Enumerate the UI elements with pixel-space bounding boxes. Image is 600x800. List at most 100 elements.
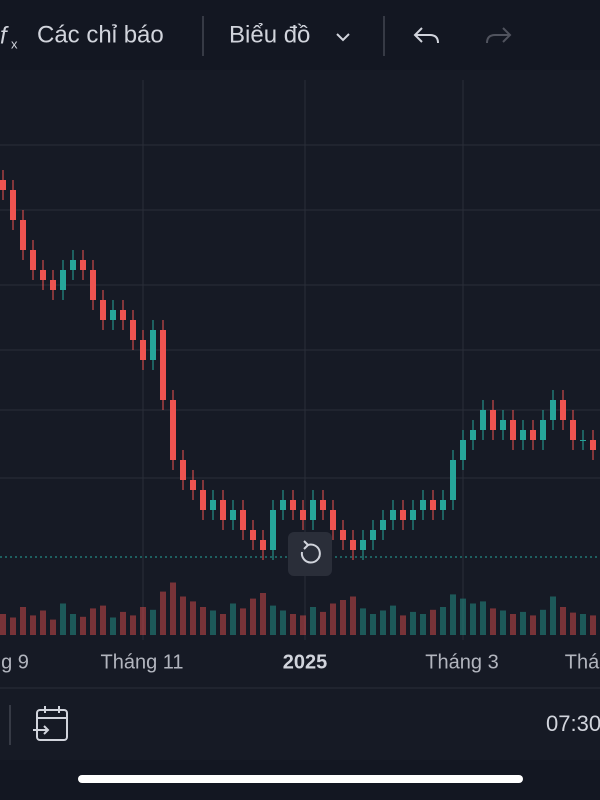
candle-body [90,270,96,300]
volume-bar [0,614,6,635]
volume-bar [290,614,296,635]
candle-body [560,400,566,420]
volume-bar [140,607,146,635]
candle-body [370,530,376,540]
x-tick-label: g 9 [1,651,29,673]
volume-bar [520,611,526,635]
x-tick-label: Tháng 3 [425,651,498,673]
chevron [336,33,350,42]
volume-bar [550,596,556,635]
volume-bar [60,603,66,635]
candle-body [130,320,136,340]
volume-bar [220,614,226,635]
volume-bar [350,596,356,635]
candle-body [360,540,366,550]
volume-bar [270,605,276,635]
volume-bar [30,615,36,635]
candle-body [30,250,36,270]
candle-body [210,500,216,510]
chart-type-button[interactable]: Biểu đồ [229,21,310,48]
volume-bar [570,612,576,635]
candle-body [530,430,536,440]
volume-bar [70,614,76,635]
calendar-button[interactable] [33,706,68,741]
candle-body [170,400,176,460]
candle-body [390,510,396,520]
candle-body [110,310,116,320]
candle-body [540,420,546,440]
candle-body [420,500,426,510]
volume-bar [420,614,426,635]
x-tick-label: Tháng 11 [100,651,183,673]
volume-bar [130,615,136,635]
candle-body [230,510,236,520]
candle-body [40,270,46,280]
volume-bar [170,582,176,635]
volume-bar [160,591,166,635]
reset-icon [300,540,321,564]
candle-body [120,310,126,320]
volume-bar [410,611,416,635]
candle-body [310,500,316,520]
candle-body [20,220,26,250]
volume-bar [150,609,156,635]
volume-bar [210,610,216,635]
indicators-button[interactable]: Các chỉ báo [37,21,164,48]
candle-body [150,330,156,360]
volume-bar [470,603,476,635]
volume-bar [510,614,516,635]
volume-bar [390,605,396,635]
candle-body [520,430,526,440]
candle-body [440,500,446,510]
volume-bar [280,610,286,635]
reset-button[interactable] [288,532,332,576]
volume-bar [330,603,336,635]
volume-bar [90,608,96,635]
candle-body [500,420,506,430]
x-tick-label: Thá [565,651,600,673]
volume-bar [430,609,436,635]
volume-bar [230,603,236,635]
candle-body [430,500,436,510]
volume-bar [560,607,566,635]
volume-bar [110,617,116,635]
volume-bar [300,615,306,635]
candle-body [190,480,196,490]
volume-bar [10,617,16,635]
volume-bar [500,610,506,635]
candle-body [580,440,586,441]
x-tick-label: 2025 [283,651,328,673]
volume-bar [180,596,186,635]
volume-bar [380,610,386,635]
candle-body [320,500,326,510]
volume-bar [450,594,456,635]
redo-button[interactable] [486,27,512,44]
volume-bar [580,614,586,635]
candle-body [350,540,356,550]
volume-bar [460,598,466,635]
candle-body [300,510,306,520]
candle-body [480,410,486,430]
undo-button[interactable] [413,27,439,44]
time-label: 07:30 [546,711,600,736]
candle-body [200,490,206,510]
volume-bar [440,607,446,635]
fx-icon[interactable]: f [0,22,9,49]
volume-bar [340,600,346,635]
candle-body [80,260,86,270]
candle-body [470,430,476,440]
candle-body [380,520,386,530]
candle-body [410,510,416,520]
candle-body [140,340,146,360]
candle-body [160,330,166,400]
candle-body [590,440,596,450]
candle-body [400,510,406,520]
plot [0,170,596,635]
volume-bar [20,607,26,635]
candle-body [260,540,266,550]
candle-body [340,530,346,540]
candle-body [490,410,496,430]
candle-body [220,500,226,520]
fx-icon-sub: x [11,36,18,51]
candle-body [240,510,246,530]
